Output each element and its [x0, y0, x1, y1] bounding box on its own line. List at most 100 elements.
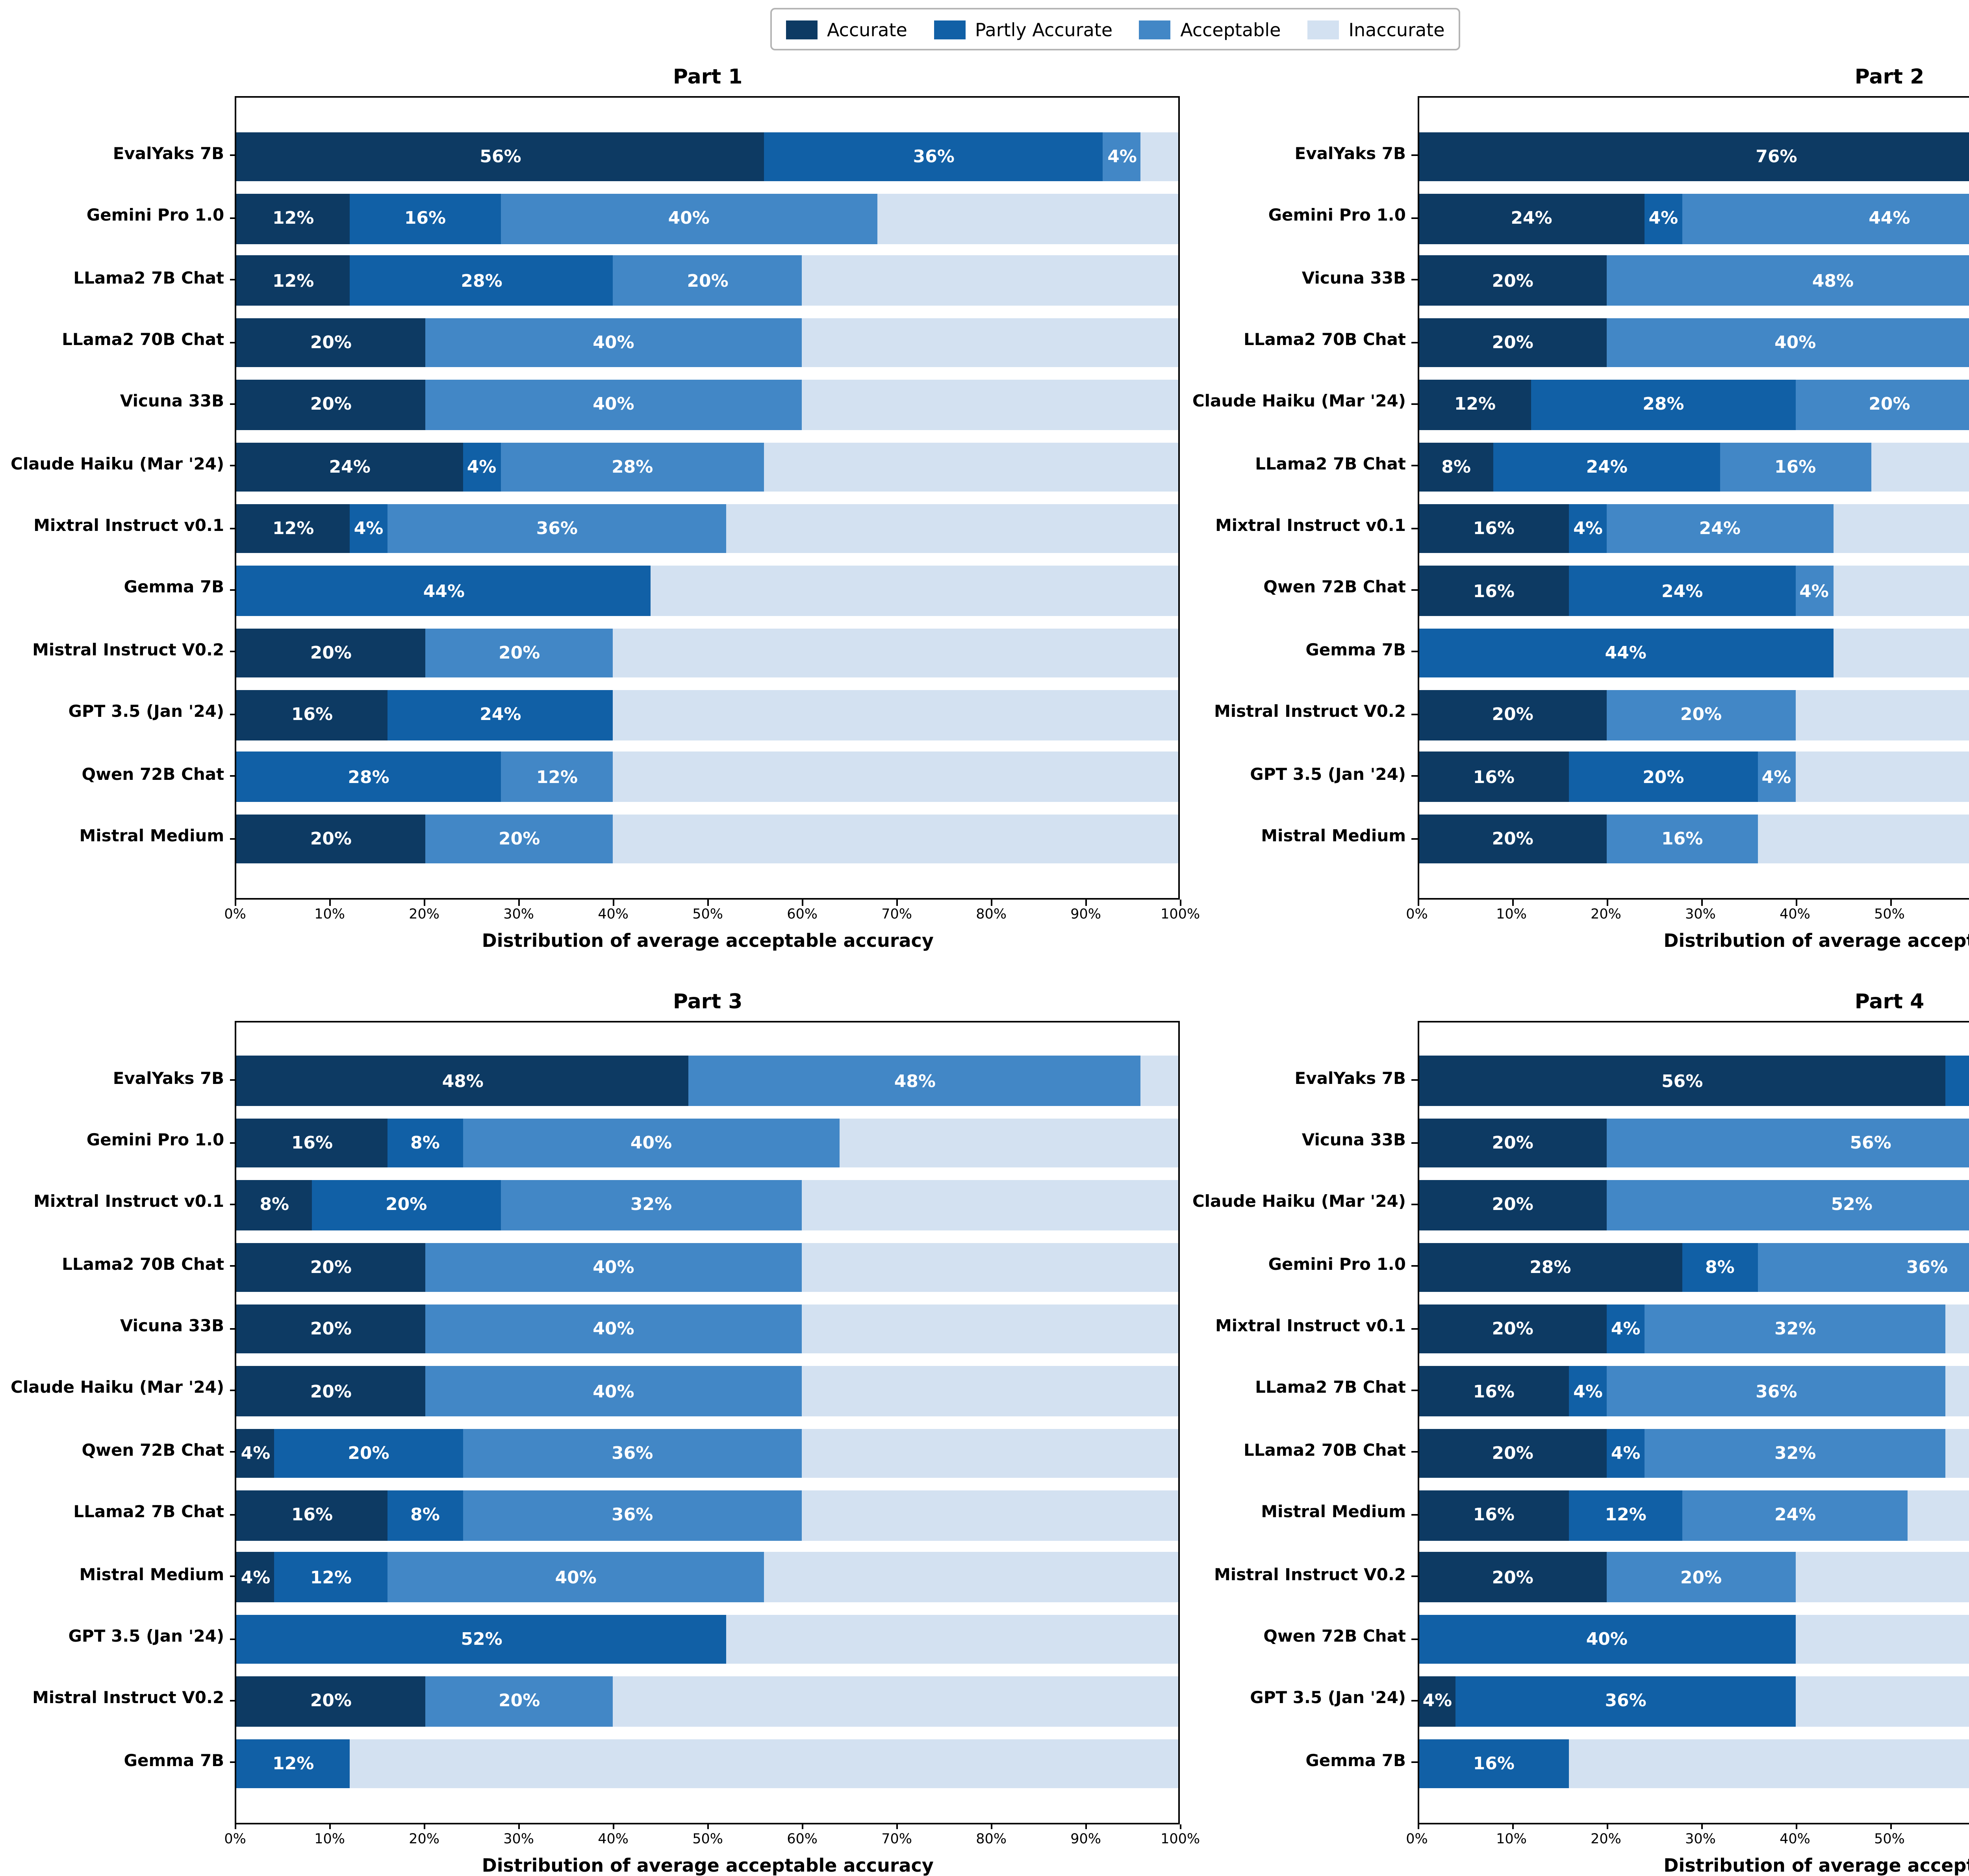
bar-row: 20%20% [1418, 1546, 1969, 1609]
bar-segment-accurate: 20% [1418, 1429, 1607, 1478]
x-tick-mark [991, 1824, 993, 1830]
y-tick-mark [1411, 1390, 1417, 1391]
legend-swatch-partly-accurate [934, 20, 966, 39]
segment-value-label: 4% [1611, 1443, 1641, 1464]
x-tick-mark [1511, 1824, 1513, 1830]
panel-title: Part 3 [235, 991, 1180, 1016]
x-tick-label: 80% [957, 907, 1026, 923]
bar-segment-acceptable: 48% [1607, 256, 1969, 306]
bar-segment-inaccurate [1833, 566, 1969, 616]
bar-segment-inaccurate [1946, 1304, 1969, 1354]
legend-item: Accurate [786, 20, 907, 39]
segment-value-label: 32% [1774, 1319, 1816, 1340]
x-tick-mark [1417, 900, 1418, 905]
legend-label: Acceptable [1180, 20, 1281, 39]
x-tick-label: 100% [1146, 907, 1215, 923]
segment-value-label: 40% [1774, 332, 1816, 353]
y-axis-label: GPT 3.5 (Jan '24) [0, 744, 1406, 807]
y-axis-label: Vicuna 33B [0, 1111, 1406, 1173]
y-tick-mark [1411, 341, 1417, 343]
x-tick-mark [708, 900, 709, 905]
x-tick-label: 10% [1477, 1832, 1546, 1848]
bar-segment-partly-accurate: 4% [1569, 504, 1607, 554]
x-tick-mark [1795, 1824, 1797, 1830]
segment-value-label: 16% [1473, 1505, 1515, 1525]
segment-value-label: 76% [1756, 147, 1797, 167]
y-tick-mark [1411, 403, 1417, 405]
stacked-bar: 16%4%24% [1418, 504, 1969, 554]
segment-value-label: 20% [1680, 705, 1722, 725]
y-tick-mark [1411, 1762, 1417, 1763]
y-tick-mark [1411, 527, 1417, 529]
legend-swatch-accurate [786, 20, 818, 39]
bar-segment-accurate: 8% [1418, 442, 1494, 492]
segment-value-label: 4% [1611, 1319, 1641, 1340]
bar-segment-partly-accurate: 4% [1569, 1366, 1607, 1416]
panel-title: Part 2 [1417, 66, 1969, 91]
x-axis-title: Distribution of average acceptable accur… [235, 1854, 1180, 1876]
panel-title: Part 4 [1417, 991, 1969, 1016]
y-axis-label: Gemma 7B [0, 620, 1406, 683]
x-tick-label: 80% [957, 1832, 1026, 1848]
x-tick-label: 40% [578, 1832, 648, 1848]
stacked-bar: 16%20%4% [1418, 752, 1969, 802]
bar-segment-accurate: 20% [1418, 256, 1607, 306]
y-axis-label: Mixtral Instruct v0.1 [0, 1297, 1406, 1359]
x-axis-title: Distribution of average acceptable accur… [1417, 1854, 1969, 1876]
x-tick-label: 60% [1949, 1832, 1969, 1848]
x-tick-label: 0% [200, 907, 270, 923]
y-axis-label: Mixtral Instruct v0.1 [0, 496, 1406, 559]
segment-value-label: 28% [1643, 395, 1684, 415]
bar-segment-accurate: 20% [1418, 814, 1607, 864]
bar-row: 20%4% 32% [1418, 1422, 1969, 1484]
bar-segment-accurate: 28% [1418, 1242, 1682, 1292]
bar-segment-accurate: 16% [1418, 1490, 1569, 1540]
bar-segment-acceptable: 36% [1607, 1366, 1946, 1416]
legend-item: Partly Accurate [934, 20, 1112, 39]
x-tick-label: 30% [1666, 1832, 1735, 1848]
x-tick-mark [1606, 900, 1607, 905]
x-tick-label: 0% [1382, 1832, 1452, 1848]
segment-value-label: 48% [1812, 271, 1854, 291]
x-tick-label: 0% [1382, 907, 1452, 923]
segment-value-label: 24% [1699, 519, 1741, 539]
bar-segment-acceptable: 16% [1607, 814, 1758, 864]
segment-value-label: 4% [1649, 208, 1678, 229]
bar-segment-accurate: 56% [1418, 1056, 1946, 1106]
bar-row: 44% [1418, 622, 1969, 684]
x-tick-label: 90% [1051, 907, 1120, 923]
x-tick-label: 20% [389, 1832, 459, 1848]
bar-segment-inaccurate [1795, 1553, 1969, 1602]
x-tick-label: 30% [1666, 907, 1735, 923]
bar-segment-acceptable: 32% [1645, 1304, 1946, 1354]
x-tick-mark [1417, 1824, 1418, 1830]
x-tick-mark [1086, 900, 1087, 905]
bar-segment-inaccurate [1795, 690, 1969, 740]
x-tick-label: 10% [1477, 907, 1546, 923]
stacked-bar: 16%24%4% [1418, 566, 1969, 616]
y-tick-mark [1411, 713, 1417, 715]
legend-item: Acceptable [1139, 20, 1281, 39]
bar-segment-inaccurate [1946, 1429, 1969, 1478]
segment-value-label: 20% [1643, 767, 1684, 787]
bar-segment-accurate: 16% [1418, 566, 1569, 616]
stacked-bar: 20% 20% [1418, 690, 1969, 740]
segment-value-label: 36% [1605, 1691, 1646, 1712]
bar-segment-accurate: 20% [1418, 690, 1607, 740]
bar-segment-partly-accurate: 20% [1569, 752, 1758, 802]
bar-segment-inaccurate [1946, 1366, 1969, 1416]
stacked-bar: 44% [1418, 628, 1969, 678]
bar-row: 20%56% [1418, 1112, 1969, 1175]
segment-value-label: 12% [1605, 1505, 1646, 1525]
x-axis-title: Distribution of average acceptable accur… [1417, 930, 1969, 952]
bar-segment-partly-accurate: 8% [1682, 1242, 1758, 1292]
segment-value-label: 32% [1774, 1443, 1816, 1464]
stacked-bar: 20% 4% 32% [1418, 1304, 1969, 1354]
x-tick-mark [1086, 1824, 1087, 1830]
segment-value-label: 24% [1511, 208, 1552, 229]
segment-value-label: 20% [1680, 1567, 1722, 1588]
bar-segment-partly-accurate: 4% [1645, 194, 1682, 243]
bar-row: 56%32%8% [1418, 1050, 1969, 1112]
segment-value-label: 20% [1492, 1319, 1533, 1340]
